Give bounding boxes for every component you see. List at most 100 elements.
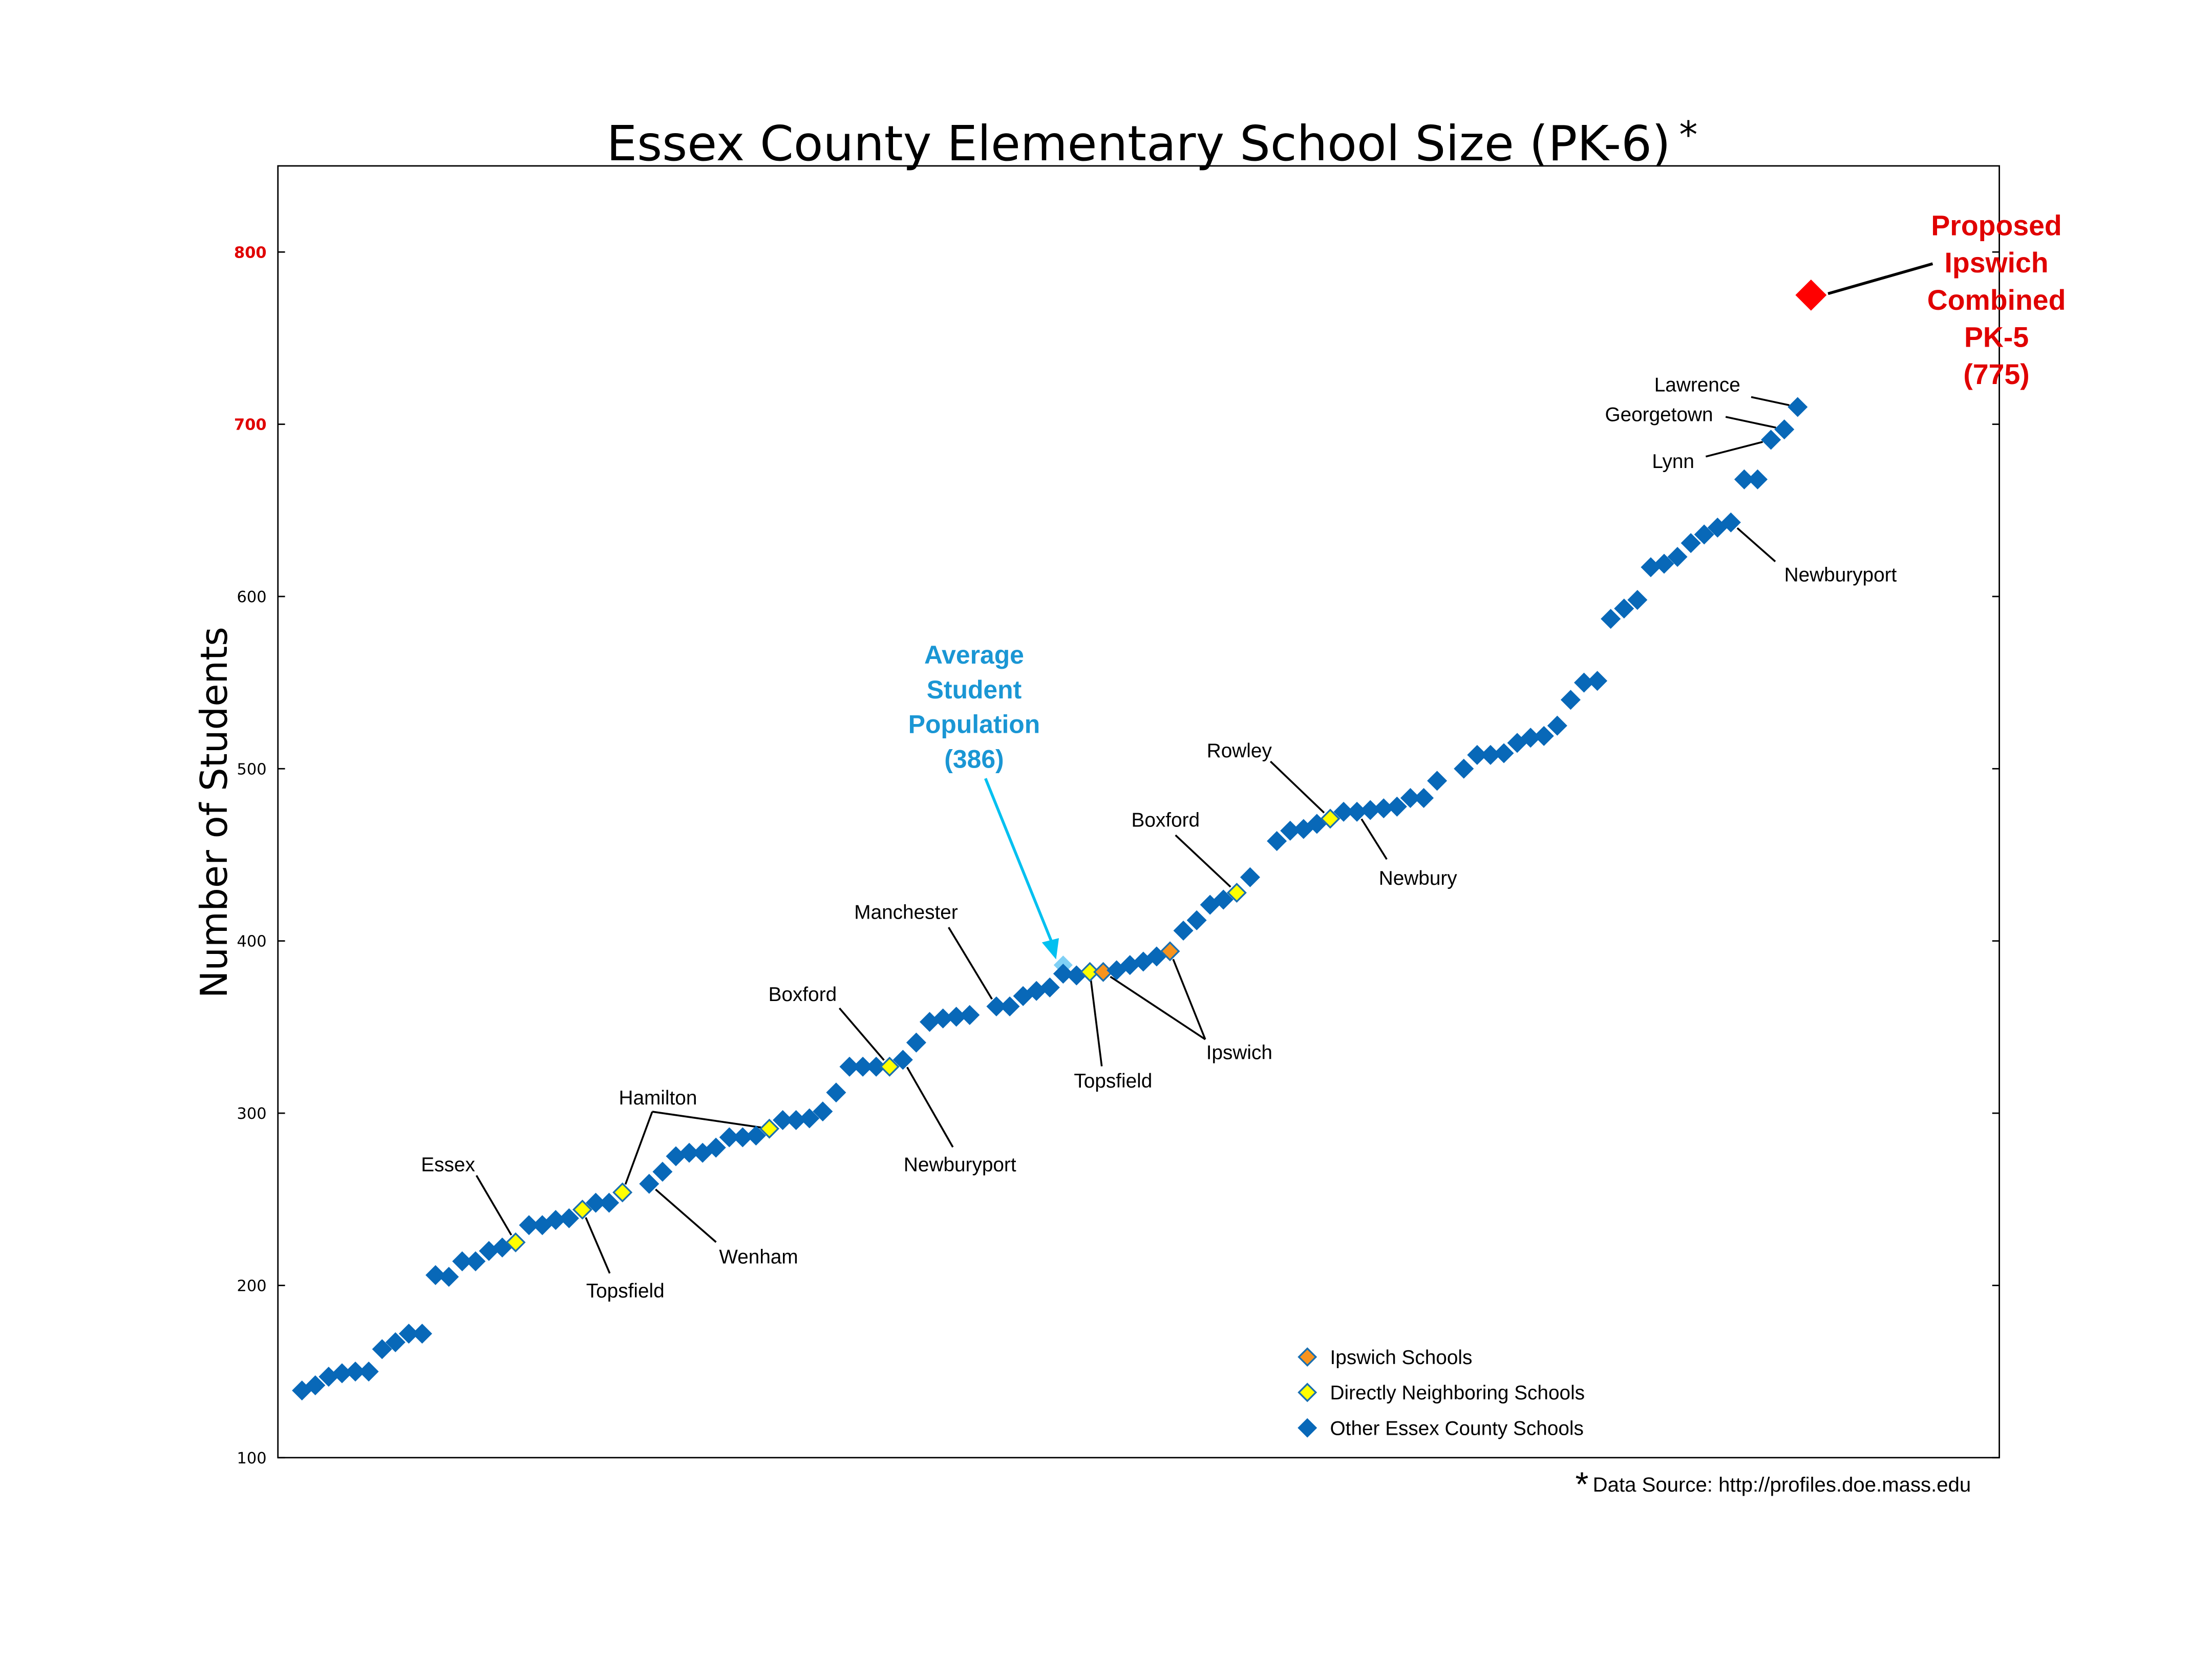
annotation-label: Boxford — [1132, 809, 1200, 831]
annotation-leader-line — [655, 1188, 717, 1243]
data-point — [1748, 469, 1768, 490]
data-point — [1667, 547, 1688, 567]
y-tick-label: 200 — [237, 1277, 266, 1295]
annotation-leader-line — [1360, 818, 1388, 860]
neighbor-data-point — [572, 1199, 592, 1220]
legend-marker-ipswich — [1298, 1347, 1317, 1367]
annotation-label: Topsfield — [586, 1280, 665, 1302]
data-point — [372, 1339, 392, 1359]
chart-title: Essex County Elementary School Size (PK-… — [607, 116, 1671, 172]
average-annotation-text: Population — [908, 710, 1040, 739]
title-asterisk: * — [1679, 113, 1697, 156]
annotation-leader-line — [475, 1175, 513, 1236]
annotation-leader-line — [1751, 396, 1790, 407]
data-point — [853, 1056, 873, 1077]
average-annotation-text: Student — [927, 675, 1022, 704]
data-point — [1454, 758, 1474, 779]
data-point — [1414, 788, 1434, 808]
data-point — [960, 1005, 980, 1025]
data-point — [385, 1332, 406, 1352]
data-point — [452, 1251, 473, 1271]
data-point — [986, 996, 1007, 1017]
neighbor-data-point — [1320, 809, 1341, 829]
data-point — [1267, 831, 1287, 852]
proposed-annotation-text: Ipswich — [1945, 247, 2049, 279]
data-point — [999, 996, 1020, 1017]
data-point — [1654, 554, 1674, 574]
proposed-annotation-text: PK-5 — [1964, 321, 2029, 353]
data-point — [1333, 801, 1354, 822]
annotation-leader-line — [585, 1217, 611, 1274]
data-point — [1427, 771, 1448, 791]
annotation-label: Lawrence — [1654, 374, 1740, 396]
annotation-leader-line — [1269, 760, 1325, 814]
neighbor-data-point — [759, 1118, 780, 1139]
legend-label-neighbor: Directly Neighboring Schools — [1330, 1382, 1585, 1404]
neighbor-data-point — [879, 1056, 900, 1077]
data-point — [1213, 889, 1233, 910]
data-point — [599, 1193, 620, 1213]
data-point — [412, 1324, 432, 1344]
data-point — [1053, 964, 1073, 984]
proposed-data-point — [1795, 279, 1827, 311]
annotation-leader-line — [906, 1067, 954, 1148]
y-tick-label: 600 — [237, 588, 266, 606]
neighbor-data-point — [505, 1232, 526, 1252]
annotation-label: Ipswich — [1206, 1042, 1272, 1064]
data-point — [1547, 715, 1567, 736]
data-point — [1400, 788, 1420, 808]
data-point — [866, 1056, 886, 1077]
data-point — [1627, 590, 1648, 610]
neighbor-data-point — [612, 1182, 633, 1203]
data-point — [1720, 512, 1741, 533]
data-point — [1534, 726, 1554, 746]
data-point — [358, 1362, 379, 1382]
data-point — [679, 1142, 699, 1163]
data-point — [1587, 671, 1608, 691]
annotation-label: Wenham — [719, 1246, 798, 1268]
footnote-asterisk: * — [1576, 1466, 1589, 1504]
data-point — [746, 1125, 766, 1146]
annotation-label: Essex — [421, 1154, 475, 1176]
data-point — [706, 1137, 726, 1158]
footnote-source: Data Source: http://profiles.doe.mass.ed… — [1593, 1473, 1971, 1496]
proposed-annotation-text: (775) — [1963, 358, 2029, 390]
annotation-leader-line — [1110, 975, 1206, 1040]
annotation-label: Newburyport — [904, 1154, 1016, 1176]
data-point — [906, 1032, 926, 1053]
annotation-leader-line — [624, 1111, 653, 1185]
legend-marker-neighbor — [1298, 1382, 1317, 1402]
data-point — [813, 1101, 833, 1122]
annotation-leader-line — [1705, 441, 1763, 458]
data-point — [1494, 743, 1514, 763]
annotation-leader-line — [652, 1111, 761, 1129]
data-point — [1387, 796, 1407, 817]
average-annotation-text: Average — [924, 641, 1024, 669]
data-point — [345, 1362, 366, 1382]
annotation-label: Georgetown — [1605, 403, 1713, 426]
annotation-leader-line — [839, 1007, 885, 1061]
annotation-label: Hamilton — [619, 1087, 697, 1109]
annotation-leader-line — [1725, 416, 1776, 429]
proposed-annotation-text: Combined — [1927, 284, 2066, 316]
y-tick-label: 500 — [237, 760, 266, 778]
annotation-label: Boxford — [769, 984, 837, 1006]
annotation-label: Newbury — [1379, 867, 1458, 889]
data-point — [1240, 867, 1260, 887]
data-point — [773, 1110, 793, 1131]
data-point — [1173, 920, 1194, 941]
data-point — [519, 1215, 539, 1236]
proposed-leader-line — [1827, 262, 1933, 295]
annotation-label: Topsfield — [1074, 1070, 1152, 1092]
data-point — [426, 1265, 446, 1285]
data-point — [1681, 533, 1701, 554]
neighbor-data-point — [1226, 882, 1247, 903]
annotation-leader-line — [1736, 527, 1776, 562]
data-point — [305, 1375, 326, 1396]
data-point — [1039, 977, 1060, 998]
data-point — [799, 1108, 820, 1129]
y-tick-label: 400 — [237, 933, 266, 951]
proposed-annotation-text: Proposed — [1931, 210, 2061, 242]
plot-frame — [277, 165, 2000, 1459]
data-point — [892, 1050, 913, 1070]
